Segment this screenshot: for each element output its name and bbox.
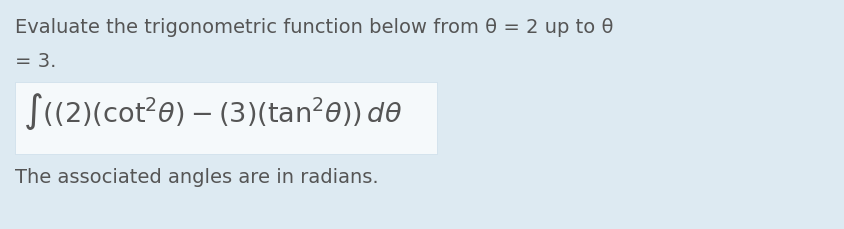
Text: $\int ((2)(\cot^2\!\theta) - (3)(\tan^2\!\theta))\,d\theta$: $\int ((2)(\cot^2\!\theta) - (3)(\tan^2\… [23,91,403,131]
FancyBboxPatch shape [15,83,437,154]
Text: The associated angles are in radians.: The associated angles are in radians. [15,167,379,186]
Text: = 3.: = 3. [15,52,57,71]
Text: Evaluate the trigonometric function below from θ = 2 up to θ: Evaluate the trigonometric function belo… [15,18,614,37]
